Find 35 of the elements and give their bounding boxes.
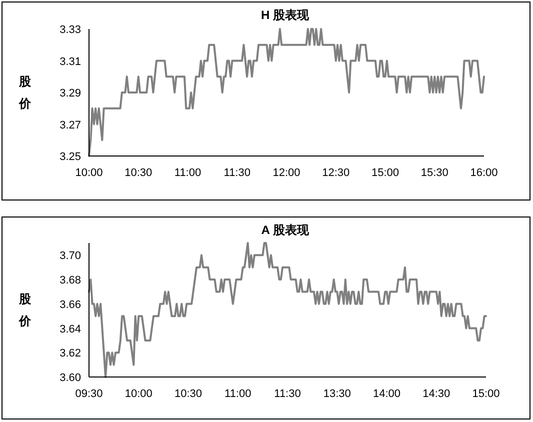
chart-title: H 股表现 (261, 8, 310, 22)
x-tick-label: 11:00 (224, 388, 252, 400)
chart-title: A 股表现 (261, 223, 310, 237)
y-tick-label: 3.25 (60, 151, 81, 163)
x-tick-label: 10:30 (174, 388, 202, 400)
y-tick-label: 3.66 (60, 298, 81, 311)
x-tick-label: 14:30 (422, 388, 450, 400)
y-tick-label: 3.29 (60, 88, 81, 100)
x-tick-label: 12:30 (322, 167, 350, 179)
x-tick-label: 15:00 (371, 167, 400, 179)
y-axis-title: 股价 (18, 292, 32, 328)
x-tick-label: 11:30 (274, 388, 301, 400)
x-tick-label: 15:30 (420, 167, 448, 179)
x-tick-label: 13:30 (323, 388, 351, 400)
x-tick-label: 10:30 (124, 167, 152, 179)
y-tick-label: 3.33 (60, 24, 81, 36)
line-series (88, 28, 485, 157)
y-axis-title: 股价 (18, 74, 32, 110)
x-tick-label: 10:00 (75, 167, 103, 179)
line-series (88, 242, 487, 378)
y-tick-label: 3.60 (60, 372, 81, 384)
x-tick-label: 11:30 (224, 167, 250, 179)
x-tick-label: 16:00 (470, 167, 498, 179)
y-tick-label: 3.62 (60, 348, 81, 360)
x-tick-label: 09:30 (75, 388, 103, 400)
y-tick-label: 3.31 (60, 56, 81, 68)
x-tick-label: 11:00 (174, 167, 202, 179)
x-tick-label: 12:00 (272, 167, 300, 179)
y-tick-label: 3.68 (60, 274, 81, 287)
x-tick-label: 14:00 (372, 388, 401, 400)
y-tick-label: 3.64 (60, 323, 81, 336)
y-tick-label: 3.70 (60, 250, 81, 262)
x-tick-label: 15:00 (472, 388, 500, 400)
y-tick-label: 3.27 (60, 119, 81, 132)
x-tick-label: 10:00 (124, 388, 152, 400)
